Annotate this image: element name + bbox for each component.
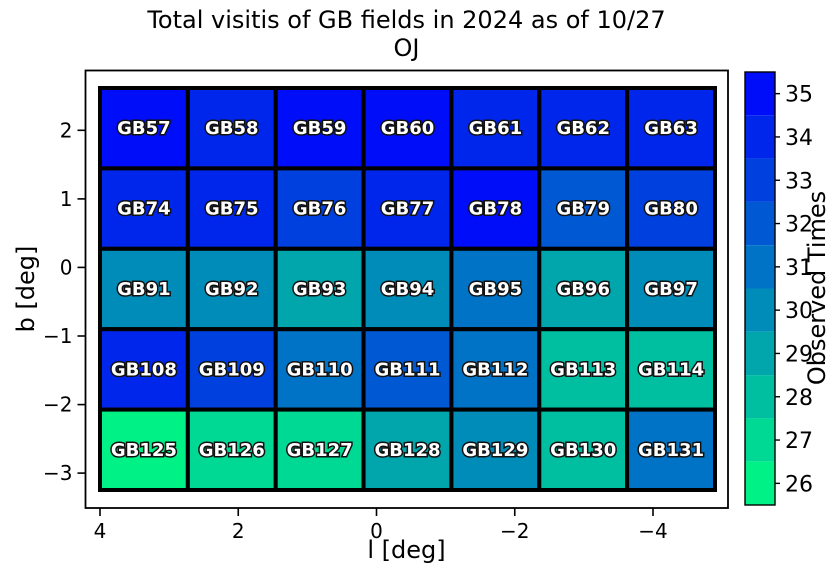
heatmap-cell bbox=[185, 327, 278, 412]
cell-label: GB79 bbox=[556, 199, 610, 220]
heatmap-cell bbox=[625, 327, 718, 412]
y-axis-label: b [deg] bbox=[12, 245, 40, 333]
chart-title-line1: Total visitis of GB fields in 2024 as of… bbox=[147, 6, 666, 34]
colorbar-band bbox=[745, 461, 775, 505]
x-tick-label: −4 bbox=[638, 519, 667, 543]
colorbar-tick-label: 30 bbox=[785, 299, 813, 324]
cell-label: GB114 bbox=[638, 359, 704, 380]
cell-label: GB60 bbox=[381, 118, 435, 139]
cell-label: GB74 bbox=[117, 199, 171, 220]
colorbar-band bbox=[745, 201, 775, 246]
colorbar-band bbox=[745, 245, 775, 289]
heatmap-cell bbox=[449, 407, 542, 493]
cell-label: GB108 bbox=[111, 359, 177, 380]
heatmap-cell bbox=[625, 407, 718, 493]
y-tick-label: −1 bbox=[43, 324, 72, 348]
colorbar-tick-label: 27 bbox=[785, 429, 813, 454]
cell-label: GB93 bbox=[293, 279, 347, 300]
x-tick-label: 2 bbox=[232, 519, 245, 543]
axes-frame bbox=[84, 69, 729, 509]
colorbar-tick-label: 28 bbox=[785, 386, 813, 411]
cell-label: GB57 bbox=[117, 118, 171, 139]
cell-label: GB63 bbox=[644, 118, 698, 139]
heatmap-cell bbox=[449, 166, 542, 251]
colorbar-band bbox=[745, 375, 775, 419]
colorbar-tick-label: 35 bbox=[785, 83, 813, 108]
cell-label: GB62 bbox=[556, 118, 610, 139]
cell-label: GB91 bbox=[117, 279, 171, 300]
y-tick-label: 0 bbox=[60, 255, 73, 279]
heatmap-cell bbox=[273, 246, 366, 332]
cell-label: GB125 bbox=[111, 440, 177, 461]
heatmap-cell bbox=[537, 327, 630, 412]
y-tick-label: 1 bbox=[60, 187, 73, 211]
cell-label: GB131 bbox=[638, 440, 704, 461]
chart-title-line2: OJ bbox=[393, 34, 420, 62]
cell-label: GB78 bbox=[469, 199, 523, 220]
heatmap-cell bbox=[273, 327, 366, 412]
cell-label: GB97 bbox=[644, 279, 698, 300]
colorbar-tick-label: 33 bbox=[785, 169, 813, 194]
colorbar-band bbox=[745, 288, 775, 332]
cell-label: GB111 bbox=[374, 359, 440, 380]
cell-label: GB112 bbox=[462, 359, 528, 380]
y-tick-label: 2 bbox=[60, 118, 73, 142]
colorbar-band bbox=[745, 115, 775, 159]
cell-label: GB110 bbox=[287, 359, 353, 380]
colorbar-tick-label: 34 bbox=[785, 126, 813, 151]
y-tick-label: −2 bbox=[43, 393, 72, 417]
heatmap-cell bbox=[625, 166, 718, 251]
colorbar-tick-label: 31 bbox=[785, 256, 813, 281]
heatmap-cell bbox=[537, 86, 630, 171]
cell-label: GB75 bbox=[205, 199, 259, 220]
cell-label: GB76 bbox=[293, 199, 347, 220]
cell-label: GB130 bbox=[550, 440, 616, 461]
x-tick-label: −2 bbox=[500, 519, 529, 543]
cell-label: GB80 bbox=[644, 199, 698, 220]
heatmap-cell bbox=[98, 407, 190, 493]
cell-label: GB128 bbox=[374, 440, 440, 461]
cell-label: GB127 bbox=[287, 440, 353, 461]
cell-label: GB95 bbox=[469, 279, 523, 300]
heatmap-cell bbox=[185, 407, 278, 493]
colorbar-band bbox=[745, 418, 775, 462]
cell-label: GB129 bbox=[462, 440, 528, 461]
cell-label: GB113 bbox=[550, 359, 616, 380]
heatmap-cell bbox=[625, 246, 718, 332]
heatmap-cell bbox=[625, 86, 718, 171]
colorbar-band bbox=[745, 72, 775, 116]
colorbar-frame bbox=[744, 71, 776, 506]
colorbar-tick-label: 32 bbox=[785, 213, 813, 238]
cell-label: GB59 bbox=[293, 118, 347, 139]
colorbar-label: Observed Times bbox=[803, 190, 831, 386]
x-tick-label: 4 bbox=[94, 519, 107, 543]
cell-label: GB94 bbox=[381, 279, 435, 300]
colorbar-band bbox=[745, 331, 775, 376]
cell-label: GB61 bbox=[469, 118, 523, 139]
heatmap-cell bbox=[98, 166, 190, 251]
cell-label: GB109 bbox=[199, 359, 265, 380]
cell-label: GB96 bbox=[556, 279, 610, 300]
heatmap-cell bbox=[273, 166, 366, 251]
heatmap-cell bbox=[273, 407, 366, 493]
heatmap-cell bbox=[537, 166, 630, 251]
y-tick-label: −3 bbox=[43, 461, 72, 485]
x-axis-label: l [deg] bbox=[367, 536, 446, 564]
x-tick-label: 0 bbox=[370, 519, 383, 543]
colorbar-band bbox=[745, 158, 775, 202]
cell-label: GB92 bbox=[205, 279, 259, 300]
cell-label: GB77 bbox=[381, 199, 435, 220]
colorbar-tick-label: 29 bbox=[785, 342, 813, 367]
colorbar-tick-label: 26 bbox=[785, 472, 813, 497]
heatmap-cell bbox=[449, 86, 542, 171]
cell-label: GB126 bbox=[199, 440, 265, 461]
cell-label: GB58 bbox=[205, 118, 259, 139]
